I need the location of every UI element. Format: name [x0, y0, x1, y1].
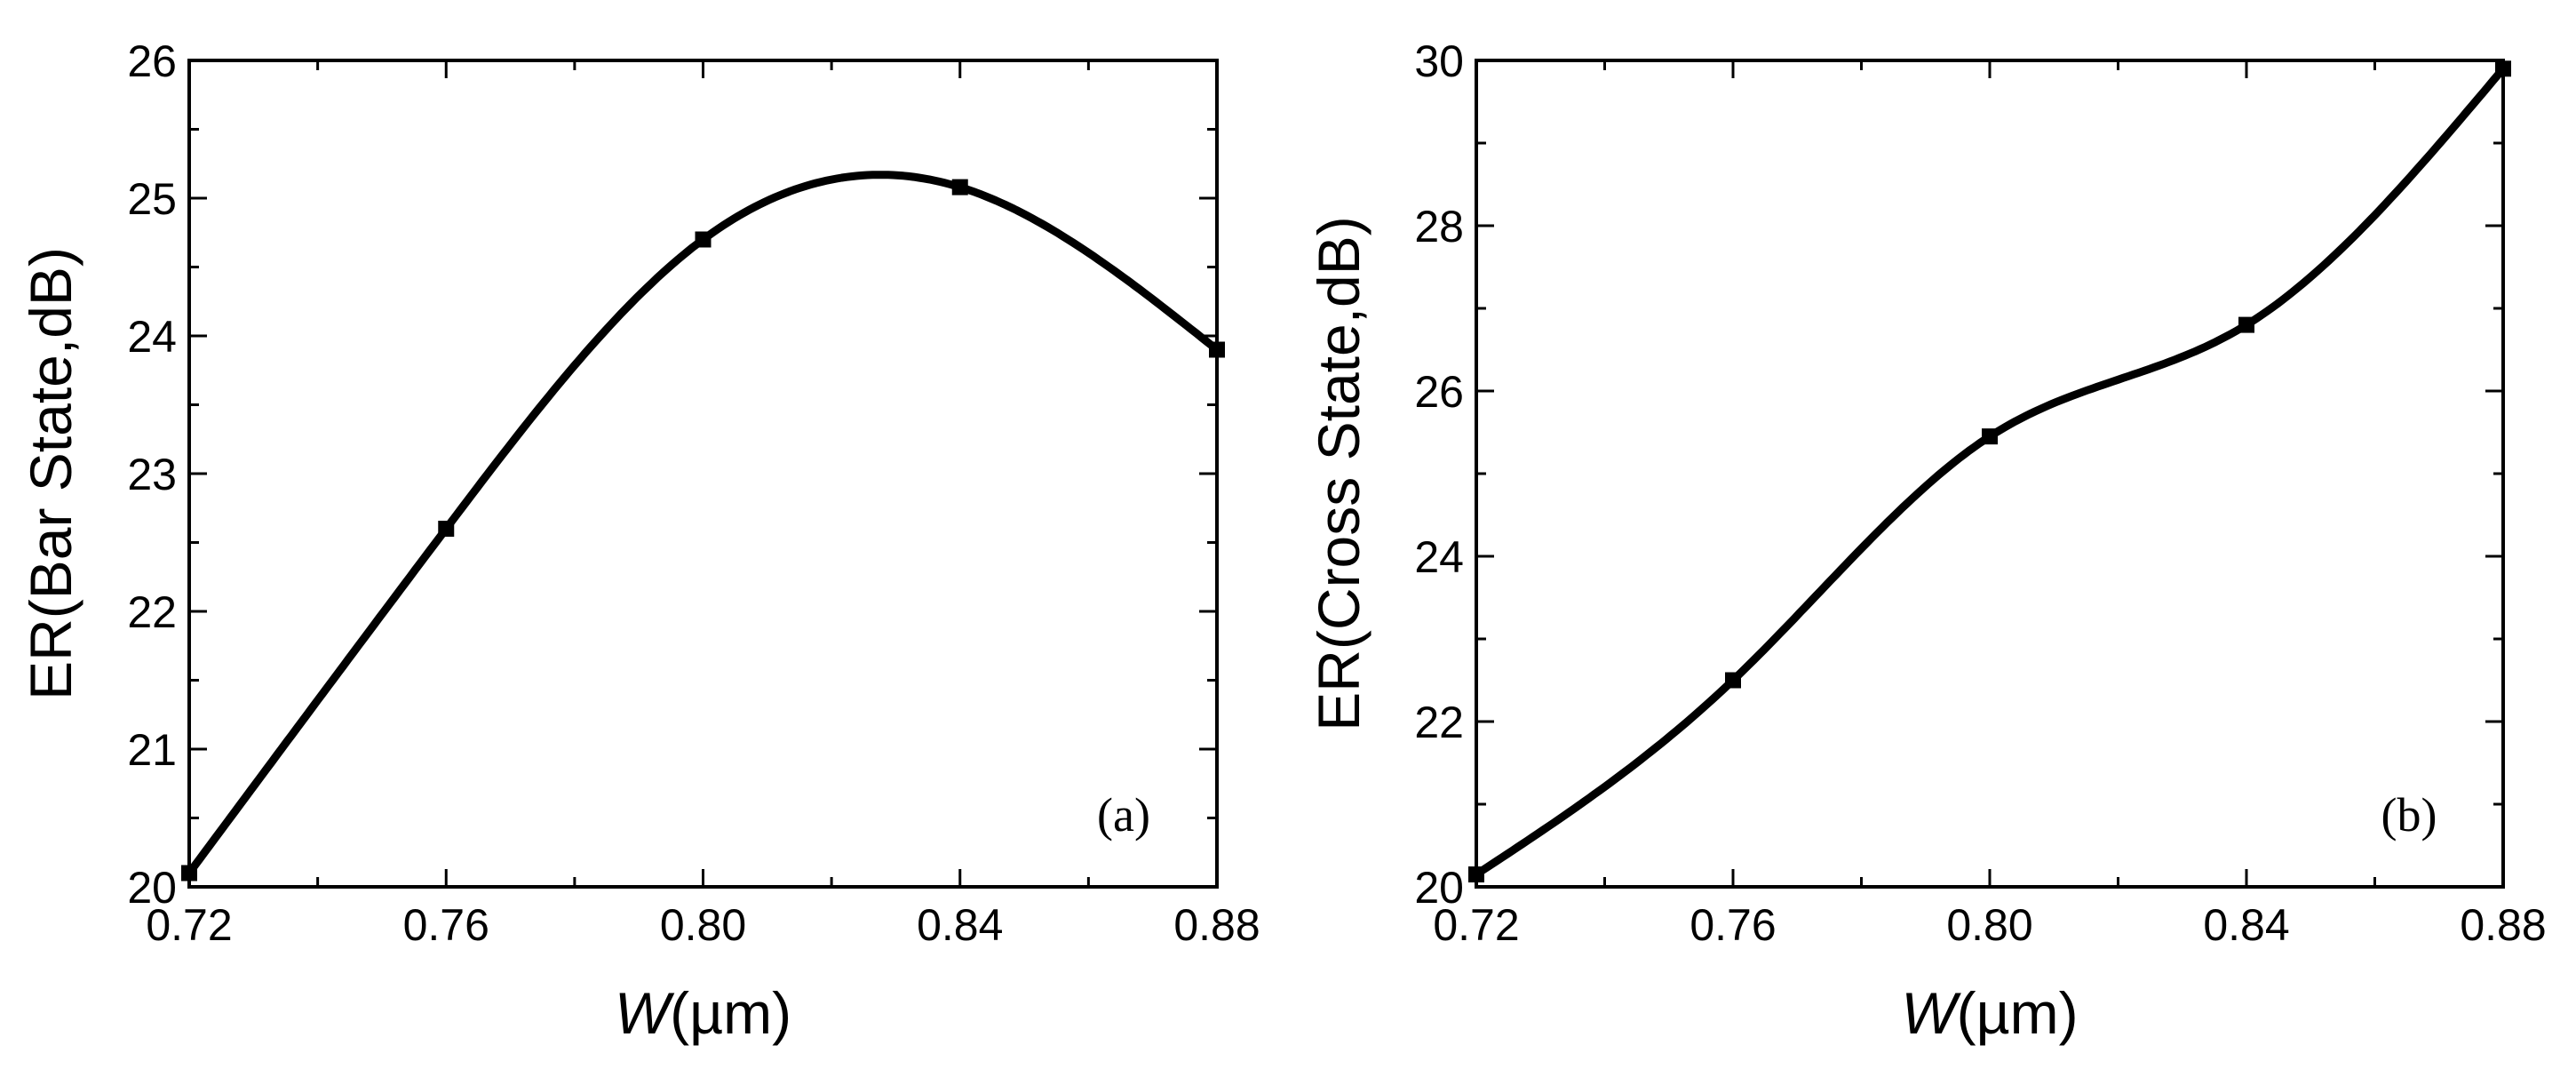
x-tick-label: 0.76 — [403, 900, 489, 950]
data-point — [1209, 341, 1225, 358]
data-point — [1982, 428, 1998, 445]
x-tick-label: 0.88 — [1173, 900, 1260, 950]
x-tick-label: 0.88 — [2460, 900, 2546, 950]
x-tick-label: 0.80 — [1946, 900, 2032, 950]
data-point — [1725, 672, 1741, 689]
x-axis-title-unit: (µm) — [670, 980, 791, 1046]
y-tick-label: 24 — [127, 312, 177, 362]
y-tick-label: 26 — [1414, 367, 1464, 417]
x-tick-label: 0.76 — [1690, 900, 1776, 950]
y-tick-label: 24 — [1414, 532, 1464, 582]
x-axis-title-symbol: W — [1901, 980, 1961, 1046]
y-axis-title: ER(Cross State,dB) — [1306, 216, 1371, 731]
y-tick-label: 25 — [127, 174, 177, 224]
plot-frame — [187, 59, 1219, 889]
chart-panel-a: 0.72 0.76 0.80 0.84 0.88 20 21 22 23 24 25 26 W(µm) E… — [18, 36, 1260, 1046]
data-point — [2495, 60, 2511, 77]
y-tick-label: 30 — [1414, 36, 1464, 86]
panel-label: (b) — [2381, 788, 2437, 842]
x-tick-label: 0.84 — [917, 900, 1003, 950]
data-point — [951, 179, 968, 195]
data-point — [1468, 866, 1484, 883]
y-axis-title: ER(Bar State,dB) — [18, 247, 83, 700]
y-tick-label: 26 — [127, 36, 177, 86]
x-axis-title-unit: (µm) — [1957, 980, 2079, 1046]
data-point — [2238, 316, 2254, 333]
panel-label: (a) — [1097, 788, 1150, 842]
x-axis-title: W(µm) — [615, 980, 791, 1046]
y-tick-label: 21 — [127, 725, 177, 775]
y-tick-label: 28 — [1414, 202, 1464, 251]
data-point — [181, 865, 197, 882]
series-line — [1472, 64, 2508, 879]
x-tick-label: 0.72 — [146, 900, 232, 950]
x-tick-label: 0.84 — [2203, 900, 2289, 950]
x-tick-label: 0.72 — [1433, 900, 1519, 950]
y-tick-label: 20 — [127, 863, 177, 913]
chart-panel-b: 0.72 0.76 0.80 0.84 0.88 20 22 24 26 28 30 W(µm) ER(… — [1306, 36, 2547, 1046]
y-tick-label: 20 — [1414, 863, 1464, 913]
y-tick-label: 23 — [127, 450, 177, 499]
series-line — [185, 171, 1221, 877]
x-axis-title-symbol: W — [615, 980, 675, 1046]
y-tick-label: 22 — [127, 587, 177, 637]
x-axis-title: W(µm) — [1901, 980, 2078, 1046]
y-tick-label: 22 — [1414, 698, 1464, 747]
data-point — [695, 231, 712, 248]
data-point — [438, 521, 455, 537]
x-tick-label: 0.80 — [660, 900, 746, 950]
